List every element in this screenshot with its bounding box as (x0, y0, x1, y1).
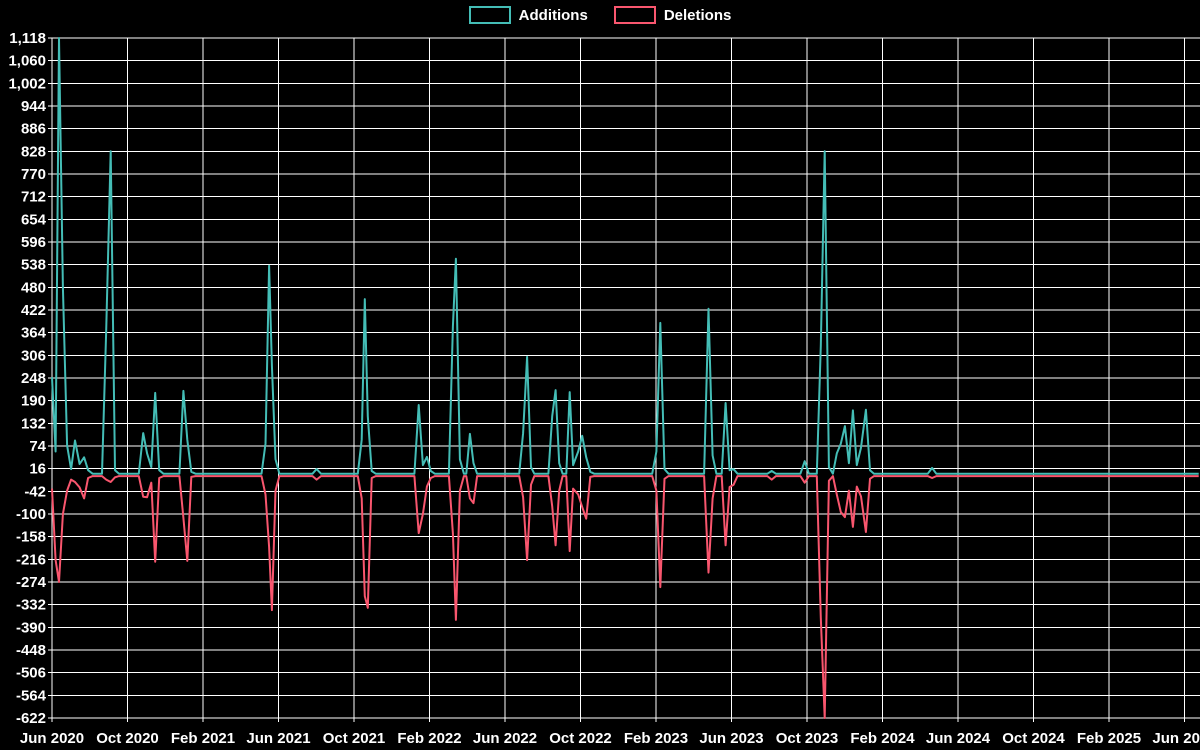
svg-text:886: 886 (21, 121, 46, 138)
svg-text:770: 770 (21, 166, 46, 183)
svg-text:1,060: 1,060 (8, 53, 46, 70)
svg-text:Jun 2021: Jun 2021 (246, 730, 310, 747)
svg-text:596: 596 (21, 234, 46, 251)
svg-text:Feb 2022: Feb 2022 (397, 730, 461, 747)
svg-text:1,118: 1,118 (9, 30, 46, 47)
svg-text:Feb 2023: Feb 2023 (624, 730, 688, 747)
svg-text:-448: -448 (16, 642, 46, 659)
svg-text:Oct 2022: Oct 2022 (549, 730, 612, 747)
svg-text:Jun 2024: Jun 2024 (926, 730, 991, 747)
deletions-swatch (613, 6, 656, 24)
svg-text:132: 132 (21, 415, 46, 432)
additions-swatch (468, 6, 511, 24)
x-axis-labels: Jun 2020 Oct 2020 Feb 2021 Jun 2021 Oct 2021… (20, 730, 1200, 747)
legend-label-deletions: Deletions (663, 6, 732, 24)
grid-vertical (51, 38, 1185, 722)
svg-text:Oct 2024: Oct 2024 (1002, 730, 1065, 747)
svg-text:Oct 2020: Oct 2020 (96, 730, 159, 747)
svg-text:422: 422 (21, 302, 46, 319)
svg-text:1,002: 1,002 (8, 75, 46, 92)
svg-text:-274: -274 (16, 574, 47, 591)
svg-text:-564: -564 (16, 687, 47, 704)
chart-legend: Additions Deletions (0, 6, 1200, 24)
svg-text:712: 712 (21, 189, 46, 206)
svg-text:74: 74 (29, 438, 46, 455)
svg-text:-100: -100 (16, 506, 46, 523)
svg-text:Jun 2020: Jun 2020 (20, 730, 84, 747)
svg-text:306: 306 (21, 347, 46, 364)
svg-text:-390: -390 (16, 619, 46, 636)
additions-line (51, 37, 1199, 475)
svg-text:480: 480 (21, 279, 46, 296)
svg-text:Feb 2024: Feb 2024 (850, 730, 915, 747)
legend-item-deletions[interactable]: Deletions (613, 6, 732, 24)
svg-text:-622: -622 (16, 710, 46, 727)
legend-label-additions: Additions (518, 6, 588, 24)
svg-text:-158: -158 (16, 529, 46, 546)
svg-text:828: 828 (21, 143, 46, 160)
deletions-line (51, 475, 1199, 719)
svg-text:654: 654 (21, 211, 47, 228)
svg-text:Feb 2021: Feb 2021 (171, 730, 235, 747)
svg-text:944: 944 (21, 98, 47, 115)
grid-horizontal (48, 37, 1200, 719)
legend-item-additions[interactable]: Additions (468, 6, 588, 24)
svg-text:-216: -216 (16, 551, 46, 568)
svg-text:364: 364 (21, 325, 47, 342)
y-axis-labels: 1,118 1,060 1,002 944 886 828 770 712 654 596 538 4… (8, 30, 46, 727)
svg-text:Feb 2025: Feb 2025 (1077, 730, 1141, 747)
svg-text:Oct 2023: Oct 2023 (776, 730, 839, 747)
svg-text:Jun 2022: Jun 2022 (473, 730, 537, 747)
svg-text:Oct 2021: Oct 2021 (323, 730, 386, 747)
svg-text:-332: -332 (16, 597, 46, 614)
svg-text:538: 538 (21, 257, 46, 274)
svg-text:-506: -506 (16, 665, 46, 682)
svg-text:16: 16 (29, 461, 46, 478)
svg-text:248: 248 (21, 370, 46, 387)
svg-text:Jun 2023: Jun 2023 (699, 730, 763, 747)
svg-text:-42: -42 (24, 483, 46, 500)
svg-text:Jun 2025: Jun 2025 (1152, 730, 1200, 747)
svg-text:190: 190 (21, 393, 46, 410)
